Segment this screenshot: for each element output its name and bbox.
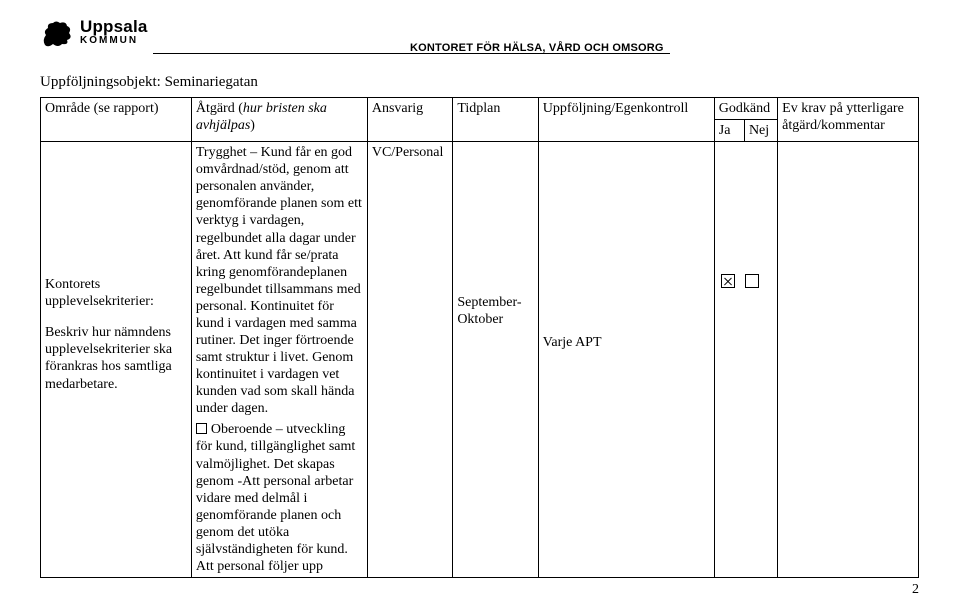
cell-omrade: Kontorets upplevelsekriterier: Beskriv h… <box>41 142 192 578</box>
th-tidplan: Tidplan <box>453 98 538 142</box>
subheading: Uppföljningsobjekt: Seminariegatan <box>40 74 919 91</box>
checkbox-nej <box>745 274 759 288</box>
checkbox-ja <box>721 274 735 288</box>
uppfoljning-value: Varje APT <box>543 335 602 350</box>
cell-atgard: Trygghet – Kund får en god omvårdnad/stö… <box>191 142 367 578</box>
th-atgard-prefix: Åtgärd ( <box>196 101 243 116</box>
th-atgard-suffix: ) <box>250 118 255 133</box>
cell-godkand <box>714 142 777 578</box>
table-header-row-1: Område (se rapport) Åtgärd (hur bristen … <box>41 98 919 120</box>
page-header: Uppsala KOMMUN KONTORET FÖR HÄLSA, VÅRD … <box>40 18 919 48</box>
logo: Uppsala KOMMUN <box>40 18 148 48</box>
uppsala-lion-icon <box>40 18 74 48</box>
main-table: Område (se rapport) Åtgärd (hur bristen … <box>40 97 919 578</box>
th-godkand-nej: Nej <box>744 120 777 142</box>
logo-uppsala-text: Uppsala <box>80 18 148 35</box>
cell-uppfoljning: Varje APT <box>538 142 714 578</box>
table-row: Kontorets upplevelsekriterier: Beskriv h… <box>41 142 919 578</box>
tidplan-value: September-Oktober <box>457 295 521 327</box>
th-atgard: Åtgärd (hur bristen ska avhjälpas) <box>191 98 367 142</box>
atgard-paragraph-2: Oberoende – utveckling för kund, tillgän… <box>196 421 363 575</box>
cell-ansvarig: VC/Personal <box>367 142 452 578</box>
th-omrade: Område (se rapport) <box>41 98 192 142</box>
logo-kommun-text: KOMMUN <box>80 36 148 46</box>
th-kommentar: Ev krav på ytterligare åtgärd/kommentar <box>778 98 919 142</box>
th-uppfoljning: Uppföljning/Egenkontroll <box>538 98 714 142</box>
main-table-wrap: Område (se rapport) Åtgärd (hur bristen … <box>40 97 919 578</box>
omrade-title: Kontorets upplevelsekriterier: <box>45 276 187 310</box>
cell-tidplan: September-Oktober <box>453 142 538 578</box>
th-ansvarig: Ansvarig <box>367 98 452 142</box>
page-number: 2 <box>912 582 919 598</box>
atgard-paragraph-1: Trygghet – Kund får en god omvårdnad/stö… <box>196 144 363 417</box>
th-godkand: Godkänd <box>714 98 777 120</box>
inline-checkbox-icon <box>196 423 207 434</box>
header-underline <box>153 53 670 54</box>
cell-kommentar <box>778 142 919 578</box>
atgard-paragraph-2-text: Oberoende – utveckling för kund, tillgän… <box>196 422 355 574</box>
omrade-desc: Beskriv hur nämndens upplevelsekriterier… <box>45 324 187 392</box>
th-godkand-ja: Ja <box>714 120 744 142</box>
